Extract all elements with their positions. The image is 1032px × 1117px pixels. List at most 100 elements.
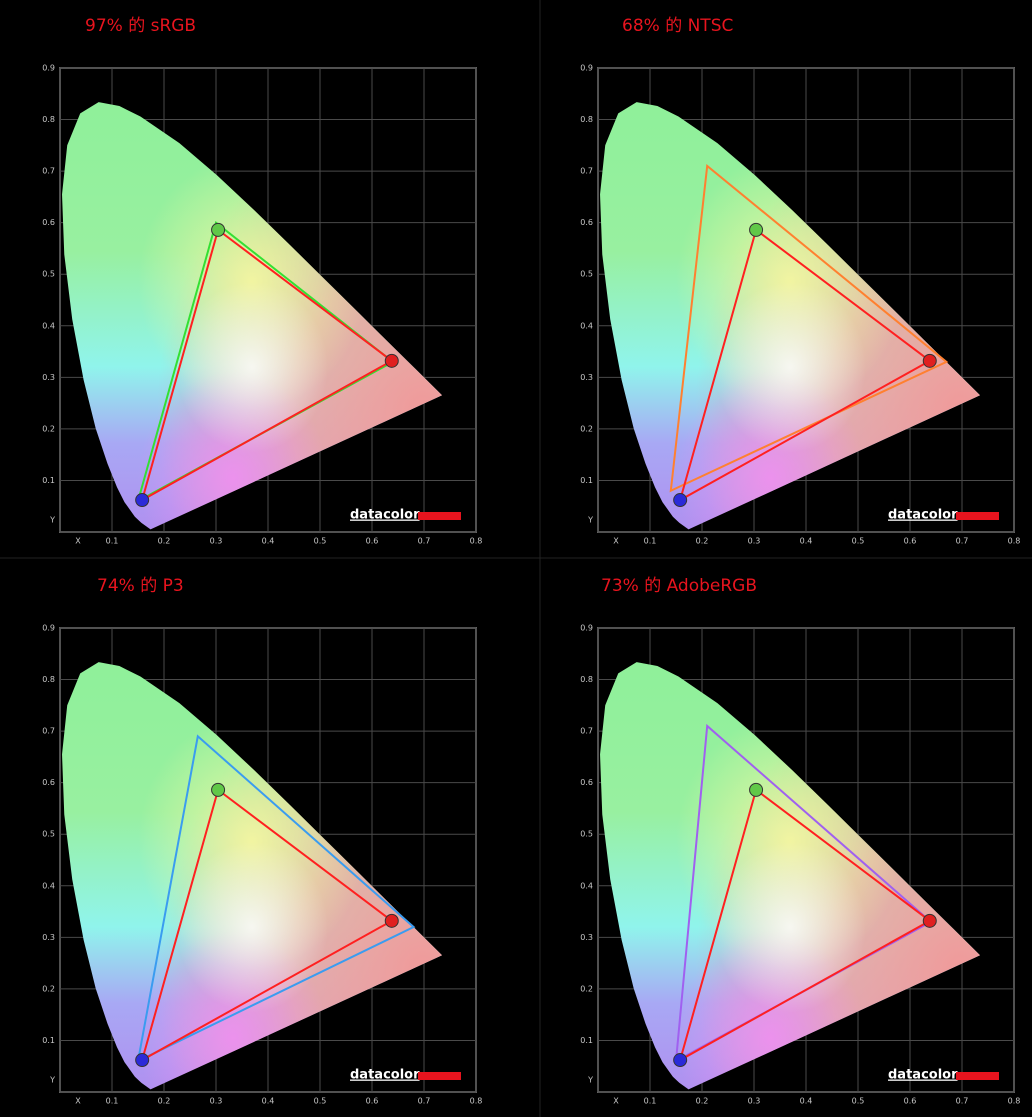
gamut-panel: 97% 的 sRGB X 0.1 0.2 0.3 0.4 0.5 0.6 0.7 0.8 Y 0.1 0… xyxy=(42,16,482,546)
x-tick-label: 0.7 xyxy=(956,537,969,546)
chart-title: 74% 的 P3 xyxy=(97,576,184,596)
y-tick-label: 0.7 xyxy=(580,167,593,176)
x-tick-label: 0.7 xyxy=(418,537,431,546)
gamut-triangle xyxy=(678,228,932,503)
brand-bar xyxy=(418,512,461,520)
primary-point xyxy=(384,353,399,368)
y-tick-label: 0.8 xyxy=(580,115,593,124)
y-tick-label: 0.9 xyxy=(580,624,593,633)
y-tick-label: 0.1 xyxy=(42,476,55,485)
brand-logo: datacolor xyxy=(888,508,958,523)
y-tick-label: 0.3 xyxy=(42,933,55,942)
brand-bar xyxy=(956,512,999,520)
spectral-locus xyxy=(62,102,443,530)
x-tick-label: X xyxy=(75,1097,81,1106)
x-tick-label: 0.3 xyxy=(748,1097,761,1106)
primary-point xyxy=(749,782,764,797)
primary-point xyxy=(211,222,226,237)
chart-title: 73% 的 AdobeRGB xyxy=(601,576,757,596)
y-tick-label: 0.8 xyxy=(42,115,55,124)
x-tick-label: 0.6 xyxy=(904,537,917,546)
y-tick-label: 0.8 xyxy=(580,675,593,684)
x-tick-label: 0.2 xyxy=(696,1097,709,1106)
x-tick-label: 0.4 xyxy=(262,537,275,546)
primary-point xyxy=(673,493,688,508)
x-tick-label: 0.8 xyxy=(470,1097,483,1106)
x-tick-label: X xyxy=(75,537,81,546)
y-tick-label: 0.1 xyxy=(580,1036,593,1045)
primary-point xyxy=(922,913,937,928)
x-tick-label: 0.4 xyxy=(262,1097,275,1106)
gamut-panel: 74% 的 P3 X 0.1 0.2 0.3 0.4 0.5 0.6 0.7 0.8 Y 0.1 0.2… xyxy=(42,576,482,1106)
primary-point xyxy=(922,353,937,368)
gamut-triangle xyxy=(140,228,394,503)
y-tick-label: 0.1 xyxy=(42,1036,55,1045)
y-tick-label: 0.1 xyxy=(580,476,593,485)
x-tick-label: 0.6 xyxy=(366,1097,379,1106)
y-tick-label: 0.7 xyxy=(580,727,593,736)
gamut-triangle xyxy=(136,734,416,1063)
brand-logo: datacolor xyxy=(350,1068,420,1083)
x-tick-label: 0.6 xyxy=(904,1097,917,1106)
brand-logo: datacolor xyxy=(350,508,420,523)
y-tick-label: 0.6 xyxy=(42,778,55,787)
y-tick-label: 0.6 xyxy=(580,778,593,787)
x-tick-label: 0.8 xyxy=(1008,1097,1021,1106)
y-tick-label: 0.5 xyxy=(580,830,593,839)
primary-point xyxy=(211,782,226,797)
x-tick-label: 0.3 xyxy=(210,537,223,546)
y-tick-label: 0.5 xyxy=(580,270,593,279)
y-tick-label: Y xyxy=(587,1076,593,1085)
x-tick-label: 0.5 xyxy=(852,1097,865,1106)
primary-point xyxy=(135,1053,150,1068)
x-tick-label: 0.4 xyxy=(800,1097,813,1106)
y-tick-label: 0.2 xyxy=(580,984,593,993)
x-tick-label: X xyxy=(613,537,619,546)
y-tick-label: 0.7 xyxy=(42,727,55,736)
x-tick-label: 0.8 xyxy=(1008,537,1021,546)
x-tick-label: 0.4 xyxy=(800,537,813,546)
gamut-panel: 68% 的 NTSC X 0.1 0.2 0.3 0.4 0.5 0.6 0.7 0.8 Y 0.1 0… xyxy=(580,16,1020,546)
brand-bar xyxy=(418,1072,461,1080)
brand-bar xyxy=(956,1072,999,1080)
y-tick-label: Y xyxy=(49,516,55,525)
spectral-locus xyxy=(600,662,981,1090)
x-tick-label: 0.6 xyxy=(366,537,379,546)
y-tick-label: 0.4 xyxy=(42,321,55,330)
y-tick-label: 0.4 xyxy=(580,881,593,890)
spectral-locus xyxy=(62,662,443,1090)
x-tick-label: 0.1 xyxy=(106,537,119,546)
brand-logo: datacolor xyxy=(888,1068,958,1083)
x-tick-label: 0.2 xyxy=(158,1097,171,1106)
y-tick-label: 0.3 xyxy=(580,933,593,942)
y-tick-label: 0.8 xyxy=(42,675,55,684)
y-tick-label: Y xyxy=(49,1076,55,1085)
y-tick-label: 0.5 xyxy=(42,830,55,839)
primary-point xyxy=(135,493,150,508)
y-tick-label: 0.2 xyxy=(42,984,55,993)
x-tick-label: 0.5 xyxy=(314,1097,327,1106)
spectral-locus xyxy=(600,102,981,530)
gamut-triangle xyxy=(678,788,932,1063)
x-tick-label: 0.1 xyxy=(644,1097,657,1106)
y-tick-label: 0.4 xyxy=(42,881,55,890)
primary-point xyxy=(749,222,764,237)
y-tick-label: Y xyxy=(587,516,593,525)
x-tick-label: 0.7 xyxy=(956,1097,969,1106)
x-tick-label: 0.3 xyxy=(210,1097,223,1106)
y-tick-label: 0.9 xyxy=(42,624,55,633)
y-tick-label: 0.3 xyxy=(42,373,55,382)
chart-title: 68% 的 NTSC xyxy=(622,16,733,36)
x-tick-label: 0.7 xyxy=(418,1097,431,1106)
x-tick-label: 0.5 xyxy=(852,537,865,546)
y-tick-label: 0.2 xyxy=(42,424,55,433)
x-tick-label: 0.3 xyxy=(748,537,761,546)
y-tick-label: 0.6 xyxy=(42,218,55,227)
gamut-triangle xyxy=(669,164,949,493)
y-tick-label: 0.5 xyxy=(42,270,55,279)
chart-title: 97% 的 sRGB xyxy=(85,16,196,36)
x-tick-label: 0.2 xyxy=(696,537,709,546)
x-tick-label: 0.8 xyxy=(470,537,483,546)
x-tick-label: 0.1 xyxy=(644,537,657,546)
